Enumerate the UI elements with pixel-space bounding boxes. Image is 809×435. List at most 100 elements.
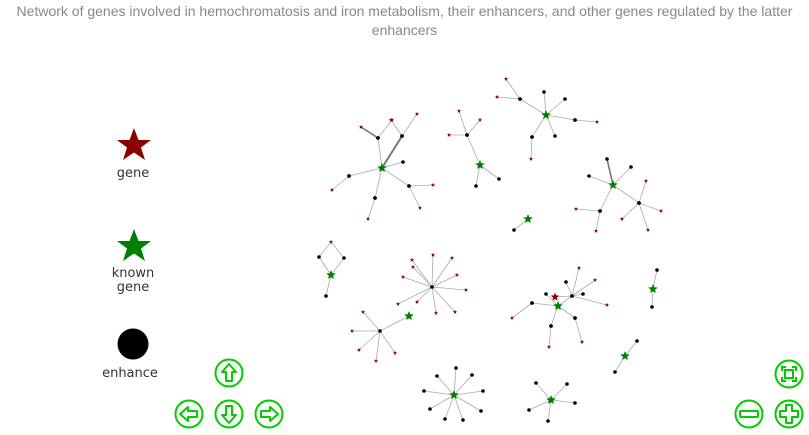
enhancer-node[interactable] — [637, 201, 641, 205]
enhancer-node[interactable] — [479, 409, 483, 413]
enhancer-node[interactable] — [573, 401, 577, 405]
enhancer-node[interactable] — [565, 382, 569, 386]
gene-node[interactable] — [452, 309, 458, 314]
enhancer-node[interactable] — [544, 292, 548, 296]
enhancer-node[interactable] — [317, 255, 321, 259]
enhancer-node[interactable] — [454, 366, 458, 370]
enhancer-node[interactable] — [347, 174, 351, 178]
enhancer-node[interactable] — [376, 136, 380, 140]
gene-node[interactable] — [619, 216, 625, 221]
gene-node[interactable] — [550, 292, 560, 301]
enhancer-node[interactable] — [401, 160, 405, 164]
gene-node[interactable] — [645, 227, 651, 232]
gene-node[interactable] — [400, 274, 406, 279]
gene-node[interactable] — [643, 178, 649, 183]
gene-node[interactable] — [463, 287, 469, 292]
enhancer-node[interactable] — [587, 174, 591, 178]
enhancer-node[interactable] — [553, 134, 557, 138]
gene-node[interactable] — [477, 117, 483, 122]
enhancer-node[interactable] — [428, 407, 432, 411]
gene-node[interactable] — [388, 117, 394, 122]
enhancer-node[interactable] — [400, 134, 404, 138]
gene-node[interactable] — [604, 302, 610, 307]
gene-node[interactable] — [395, 301, 401, 306]
gene-node[interactable] — [430, 252, 436, 257]
gene-node[interactable] — [329, 187, 335, 192]
enhancer-node[interactable] — [474, 184, 478, 188]
gene-node[interactable] — [328, 239, 334, 244]
gene-node[interactable] — [414, 299, 420, 304]
known-gene-node[interactable] — [546, 395, 556, 404]
pan-right-button[interactable] — [254, 399, 284, 429]
gene-node[interactable] — [417, 205, 423, 210]
gene-node[interactable] — [456, 108, 462, 113]
enhancer-node[interactable] — [546, 419, 550, 423]
enhancer-node[interactable] — [534, 381, 538, 385]
enhancer-node[interactable] — [342, 256, 346, 260]
enhancer-node[interactable] — [573, 118, 577, 122]
enhancer-node[interactable] — [407, 184, 411, 188]
enhancer-node[interactable] — [378, 329, 382, 333]
gene-node[interactable] — [546, 344, 552, 349]
enhancer-node[interactable] — [598, 209, 602, 213]
gene-node[interactable] — [592, 277, 598, 282]
gene-node[interactable] — [358, 124, 364, 129]
gene-node[interactable] — [373, 358, 379, 363]
enhancer-node[interactable] — [481, 389, 485, 393]
enhancer-node[interactable] — [324, 294, 328, 298]
gene-node[interactable] — [356, 347, 362, 352]
enhancer-node[interactable] — [430, 285, 434, 289]
gene-node[interactable] — [494, 94, 500, 99]
gene-node[interactable] — [409, 257, 415, 262]
gene-node[interactable] — [658, 208, 664, 213]
gene-node[interactable] — [573, 206, 579, 211]
enhancer-node[interactable] — [542, 90, 546, 94]
enhancer-node[interactable] — [443, 417, 447, 421]
gene-node[interactable] — [446, 132, 452, 137]
enhancer-node[interactable] — [563, 97, 567, 101]
enhancer-node[interactable] — [581, 292, 585, 296]
gene-node[interactable] — [503, 76, 509, 81]
enhancer-node[interactable] — [527, 408, 531, 412]
known-gene-node[interactable] — [541, 110, 551, 119]
zoom-out-button[interactable] — [734, 399, 764, 429]
known-gene-node[interactable] — [404, 311, 414, 320]
enhancer-node[interactable] — [373, 196, 377, 200]
gene-node[interactable] — [433, 310, 439, 315]
enhancer-node[interactable] — [573, 316, 577, 320]
pan-down-button[interactable] — [214, 399, 244, 429]
gene-node[interactable] — [528, 156, 534, 161]
gene-node[interactable] — [509, 315, 515, 320]
pan-up-button[interactable] — [214, 358, 244, 388]
enhancer-node[interactable] — [461, 418, 465, 422]
gene-node[interactable] — [576, 265, 582, 270]
gene-node[interactable] — [349, 328, 355, 333]
gene-node[interactable] — [449, 255, 455, 260]
zoom-fit-button[interactable] — [774, 359, 804, 389]
known-gene-node[interactable] — [377, 163, 387, 172]
enhancer-node[interactable] — [549, 324, 553, 328]
enhancer-node[interactable] — [470, 373, 474, 377]
known-gene-node[interactable] — [523, 214, 533, 223]
enhancer-node[interactable] — [512, 228, 516, 232]
enhancer-node[interactable] — [629, 165, 633, 169]
known-gene-node[interactable] — [620, 351, 630, 360]
enhancer-node[interactable] — [570, 294, 574, 298]
gene-node[interactable] — [593, 228, 599, 233]
enhancer-node[interactable] — [564, 280, 568, 284]
gene-node[interactable] — [392, 350, 398, 355]
enhancer-node[interactable] — [605, 157, 609, 161]
enhancer-node[interactable] — [518, 97, 522, 101]
enhancer-node[interactable] — [655, 268, 659, 272]
enhancer-node[interactable] — [465, 133, 469, 137]
enhancer-node[interactable] — [613, 370, 617, 374]
gene-node[interactable] — [414, 111, 420, 116]
enhancer-node[interactable] — [650, 305, 654, 309]
enhancer-node[interactable] — [530, 135, 534, 139]
enhancer-node[interactable] — [530, 301, 534, 305]
enhancer-node[interactable] — [422, 389, 426, 393]
zoom-in-button[interactable] — [774, 399, 804, 429]
gene-node[interactable] — [454, 272, 460, 277]
gene-node[interactable] — [594, 119, 600, 124]
